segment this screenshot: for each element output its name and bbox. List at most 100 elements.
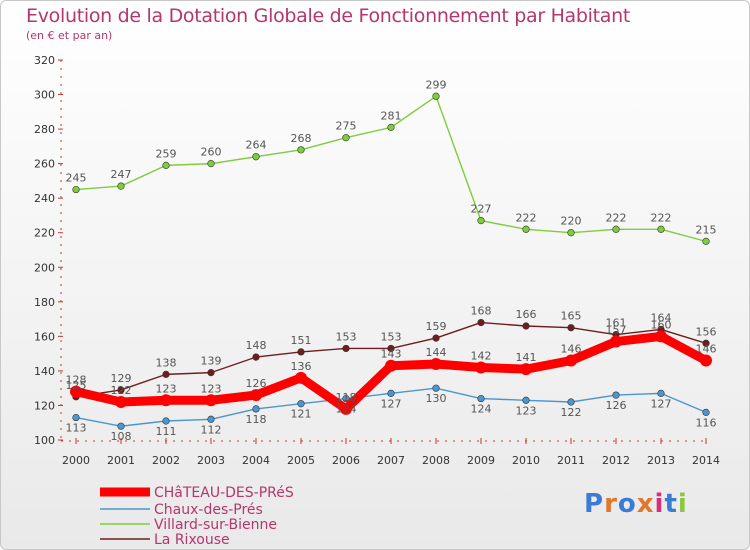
y-tick-label: 180 (34, 296, 55, 309)
data-label: 124 (336, 403, 357, 416)
data-point (207, 160, 215, 168)
logo-letter: o (617, 489, 637, 519)
legend-label: Villard-sur-Bienne (154, 517, 277, 533)
data-point (430, 358, 442, 370)
data-point (252, 153, 260, 161)
legend-label: La Rixouse (154, 532, 230, 548)
chart-title: Evolution de la Dotation Globale de Fonc… (26, 5, 631, 27)
data-label: 146 (561, 343, 582, 356)
data-point (432, 384, 440, 392)
data-point (117, 386, 125, 394)
data-label: 122 (561, 406, 582, 419)
data-point (657, 225, 665, 233)
data-label: 139 (201, 355, 222, 368)
data-label: 222 (516, 211, 537, 224)
data-point (475, 361, 487, 374)
y-tick-label: 300 (34, 89, 55, 102)
x-tick-label: 2014 (692, 454, 720, 467)
data-label: 122 (111, 384, 132, 397)
chart-axes: 100 120 140 160 180 200 220 240 260 280 300 320 2000… (34, 54, 720, 467)
data-label: 247 (111, 168, 132, 181)
x-tick-label: 2001 (107, 454, 135, 467)
data-label: 153 (336, 330, 357, 343)
data-point (702, 237, 710, 245)
data-label: 166 (516, 308, 537, 321)
data-point (702, 408, 710, 416)
data-label: 227 (471, 203, 492, 216)
data-point (340, 402, 352, 415)
x-tick-label: 2003 (197, 454, 225, 467)
data-point (520, 363, 532, 376)
data-label: 160 (651, 318, 672, 331)
data-label: 143 (381, 348, 402, 361)
data-label: 127 (381, 397, 402, 410)
data-point (295, 371, 307, 384)
data-point (387, 344, 395, 353)
data-label: 141 (516, 351, 537, 364)
data-label: 299 (426, 78, 447, 91)
data-label: 151 (291, 334, 312, 347)
data-point (565, 354, 577, 367)
legend: CHâTEAU-DES-PRéSChaux-des-PrésVillard-su… (100, 485, 294, 548)
data-label: 260 (201, 146, 222, 159)
data-label: 168 (471, 305, 492, 318)
data-label: 118 (246, 413, 267, 426)
data-label: 156 (696, 325, 717, 338)
data-point (252, 405, 260, 413)
data-label: 138 (156, 356, 177, 369)
data-label: 130 (426, 392, 447, 405)
data-label: 215 (696, 223, 717, 236)
data-label: 245 (66, 172, 87, 185)
y-tick-label: 100 (34, 434, 55, 447)
data-label: 113 (66, 422, 87, 435)
data-label: 222 (606, 211, 627, 224)
x-tick-label: 2013 (647, 454, 675, 467)
data-label: 264 (246, 139, 267, 152)
legend-label: CHâTEAU-DES-PRéS (154, 485, 294, 501)
data-point (477, 394, 485, 403)
data-label: 112 (201, 423, 222, 436)
data-label: 153 (381, 330, 402, 343)
logo-letter: t (664, 489, 678, 519)
data-label: 123 (516, 404, 537, 417)
data-point (655, 330, 667, 343)
data-point (342, 394, 350, 403)
data-point (205, 394, 217, 407)
data-label: 126 (246, 377, 267, 390)
y-tick-label: 120 (34, 399, 55, 412)
logo-letter: x (636, 489, 655, 519)
x-tick-label: 2011 (557, 454, 585, 467)
x-tick-label: 2002 (152, 454, 180, 467)
data-point (432, 92, 440, 100)
data-point (297, 400, 305, 408)
data-point (162, 417, 170, 425)
data-point (522, 225, 530, 233)
data-label: 108 (111, 430, 132, 443)
data-point (700, 354, 712, 367)
data-label: 165 (561, 310, 582, 323)
x-tick-label: 2005 (287, 454, 315, 467)
data-point (250, 389, 262, 402)
y-tick-label: 320 (34, 54, 55, 67)
data-point (477, 318, 485, 327)
data-point (567, 229, 575, 237)
legend-label: Chaux-des-Prés (154, 502, 263, 518)
data-point (567, 324, 575, 332)
data-label: 126 (606, 399, 627, 412)
data-point (612, 391, 620, 399)
data-point (117, 422, 125, 430)
y-tick-label: 160 (34, 330, 55, 343)
data-label: 123 (156, 382, 177, 395)
data-label: 124 (471, 403, 492, 416)
logo-letter: i (654, 489, 665, 519)
data-label: 125 (66, 379, 87, 392)
data-label: 144 (426, 346, 447, 359)
data-label: 164 (651, 311, 672, 324)
data-label: 128 (66, 374, 87, 387)
data-point (297, 146, 305, 154)
y-tick-label: 280 (34, 123, 55, 136)
data-point (162, 370, 170, 378)
logo-letter: i (677, 489, 688, 519)
